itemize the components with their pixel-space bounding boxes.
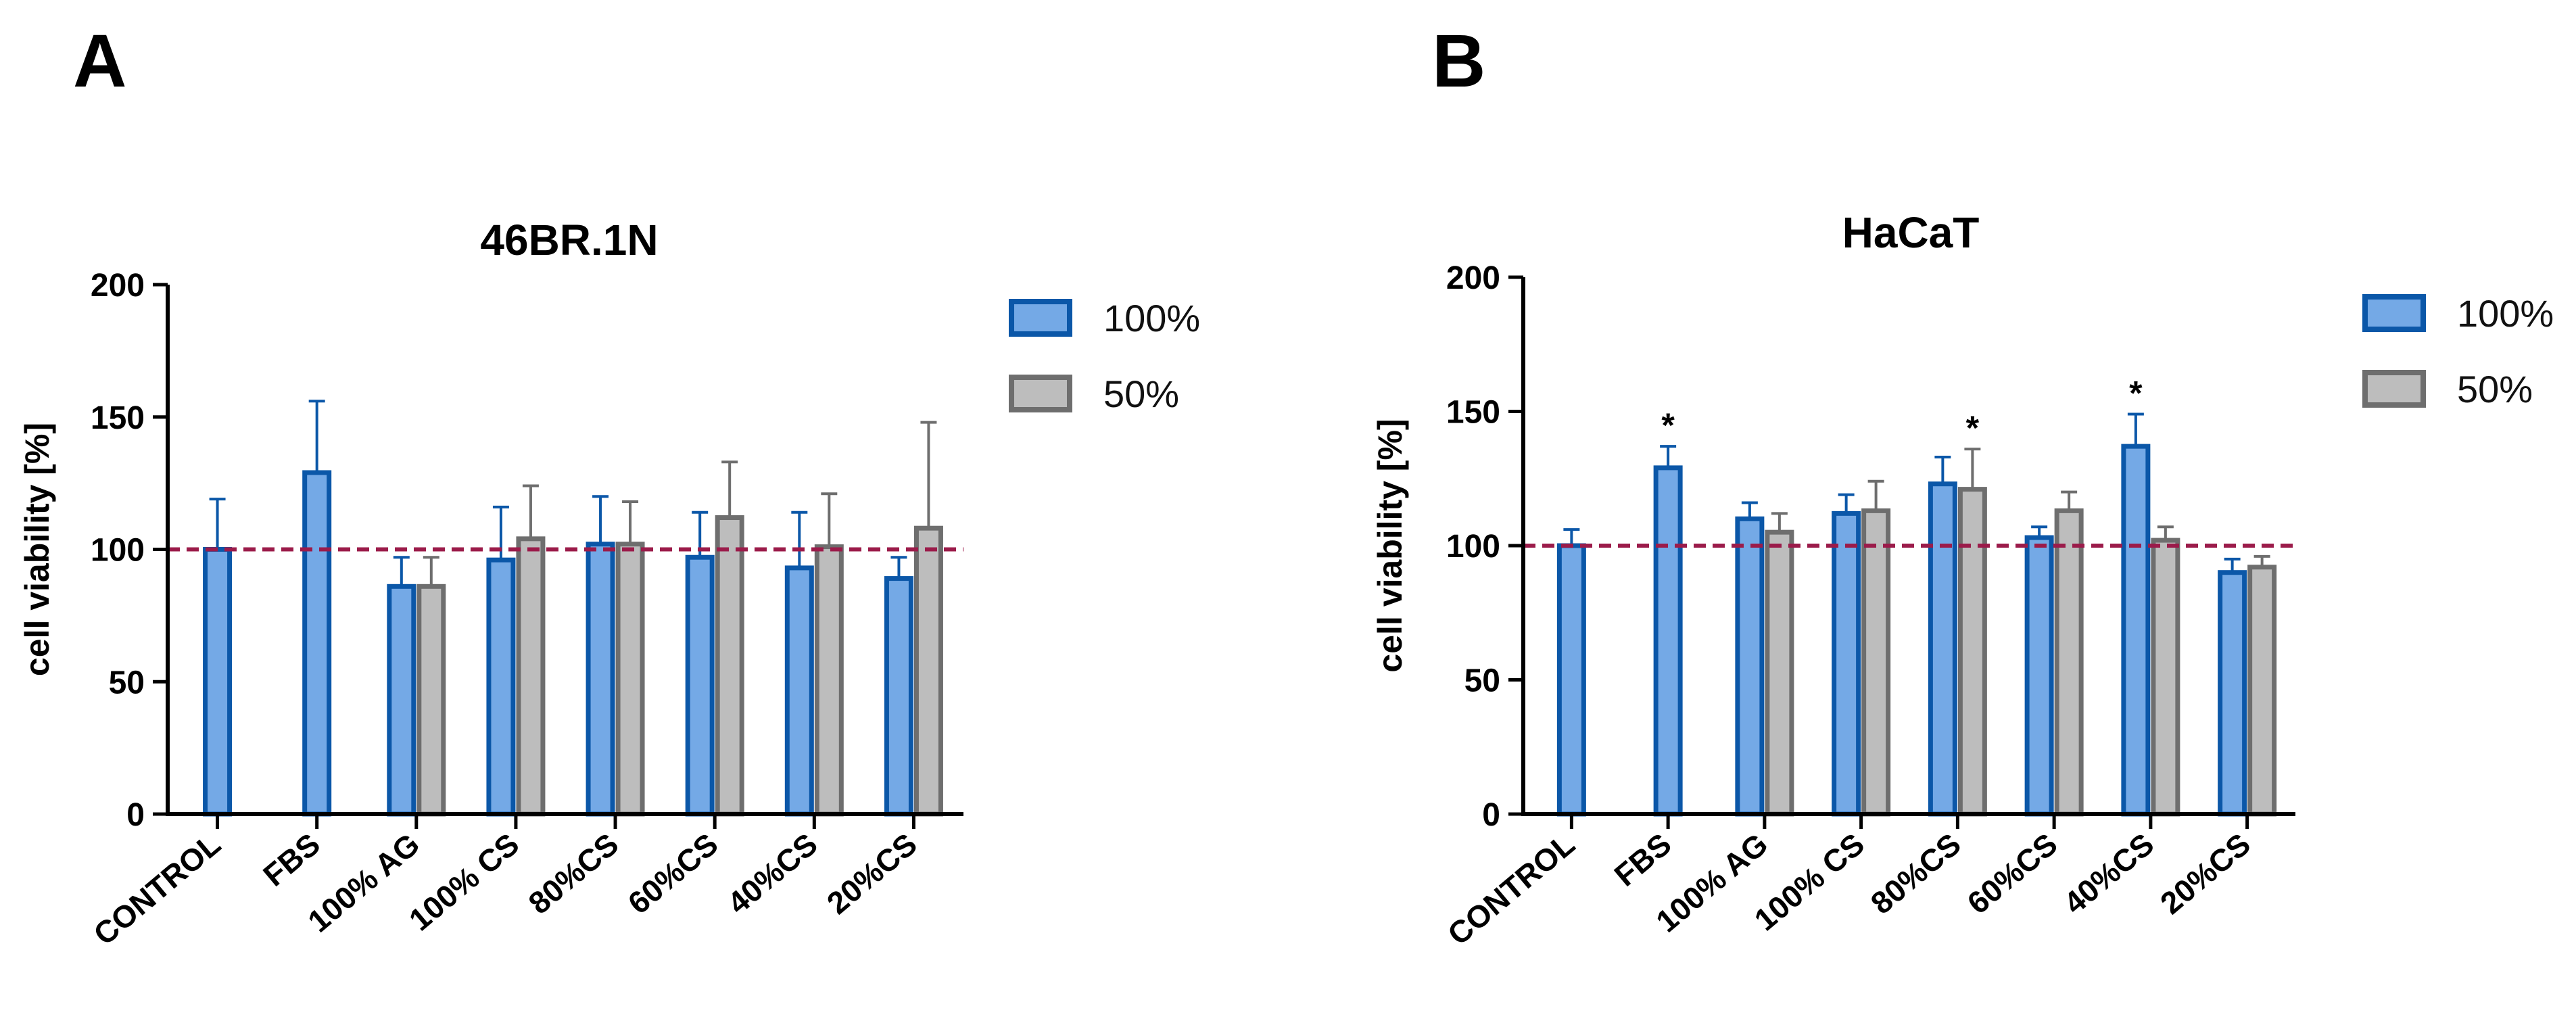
y-tick-label: 0 [1482,797,1500,833]
bar-50 [814,544,844,817]
legend-label: 100% [2457,292,2554,335]
bar-100 [1928,481,1957,817]
x-tick-label: 60%CS [1961,826,2064,921]
bar-100 [685,554,715,817]
panel-letter: B [1432,20,1485,103]
bar-100 [586,542,615,817]
bar-100 [1653,465,1683,817]
y-tick-label: 200 [91,268,145,304]
bar-100 [2218,570,2247,817]
x-tick-label: FBS [1608,826,1678,893]
x-tick-label: 20%CS [2153,826,2257,921]
y-tick-label: 50 [1464,663,1500,699]
bar-100 [387,584,416,817]
legend-label: 50% [2457,368,2533,410]
y-tick-label: 150 [91,400,145,436]
legend: 100% 50% [2362,292,2554,410]
bar-100 [1832,510,1861,817]
bar-50 [1861,508,1891,817]
significance-marker: * [1661,406,1675,444]
legend-label: 50% [1103,373,1179,415]
chart-title: HaCaT [1842,208,1980,257]
x-tick-label: CONTROL [1441,826,1581,952]
x-tick-label: 100% AG [301,826,426,939]
legend-swatch [2362,370,2426,408]
x-tick-label: 80%CS [1864,826,1967,921]
legend-swatch [1009,375,1072,412]
legend-swatch [2362,294,2426,332]
y-tick-label: 150 [1446,395,1500,431]
bar-50 [1957,487,1987,817]
x-tick-label: 80%CS [522,826,625,921]
legend-swatch [1009,299,1072,337]
y-tick-label: 0 [126,797,145,833]
bar-100 [2121,444,2151,817]
bar-50 [416,584,446,817]
x-tick-label: FBS [256,826,327,893]
bar-100 [884,576,913,817]
panel-letter: A [73,20,126,103]
x-tick-label: CONTROL [87,826,227,952]
x-tick-label: 60%CS [621,826,725,921]
bar-50 [715,515,744,817]
bar-50 [913,525,943,817]
y-tick-label: 50 [109,665,145,700]
y-tick-label: 100 [91,533,145,569]
bar-100 [1735,516,1765,817]
bar-100 [2024,535,2054,817]
bar-100 [1556,543,1586,817]
bar-50 [1765,529,1794,817]
bar-100 [486,557,516,817]
x-tick-label: 100% CS [402,826,525,938]
bar-50 [2054,508,2084,817]
x-tick-label: 40%CS [721,826,824,921]
bar-100 [784,565,814,817]
chart-panel-a: A 46BR.1N cell viability [%] 0 50 100 150 200 CO… [18,20,1200,952]
y-axis-label: cell viability [%] [18,423,56,676]
x-tick-label: 20%CS [820,826,924,921]
legend: 100% 50% [1009,297,1200,415]
bar-50 [2151,538,2180,817]
bar-50 [516,536,546,817]
chart-panel-b: B HaCaT cell viability [%] 0 50 100 150 200 * * * C… [1371,20,2554,952]
legend-label: 100% [1103,297,1200,339]
y-axis-label: cell viability [%] [1371,419,1409,672]
significance-marker: * [1966,409,1980,447]
y-tick-label: 200 [1446,260,1500,296]
chart-title: 46BR.1N [480,216,658,264]
bar-50 [615,542,645,817]
bar-100 [302,470,332,817]
x-tick-label: 100% CS [1748,826,1871,938]
bars [203,400,943,817]
bar-50 [2247,565,2277,817]
y-tick-label: 100 [1446,529,1500,565]
x-tick-label: 40%CS [2057,826,2160,921]
bar-100 [203,547,233,817]
significance-marker: * [2129,374,2143,412]
bars [1556,412,2277,817]
